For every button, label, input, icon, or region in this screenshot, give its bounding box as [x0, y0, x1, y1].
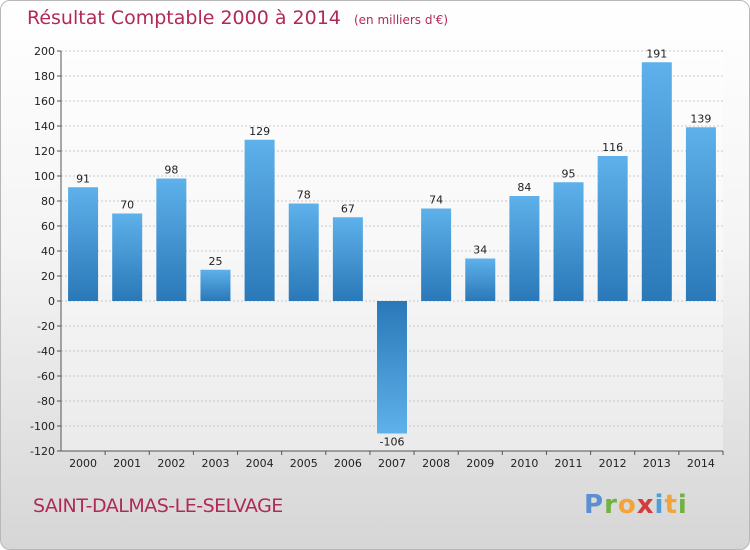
- y-tick-label: -20: [37, 320, 55, 333]
- data-label: 70: [120, 199, 134, 212]
- x-tick-label: 2001: [113, 457, 141, 470]
- bar: [641, 62, 672, 301]
- data-label: 116: [602, 141, 623, 154]
- data-label: 67: [341, 202, 355, 215]
- bar: [465, 258, 496, 301]
- data-label: 74: [429, 194, 443, 207]
- x-tick-label: 2014: [687, 457, 715, 470]
- bar: [112, 213, 143, 301]
- y-tick-label: 180: [34, 70, 55, 83]
- y-tick-label: -80: [37, 395, 55, 408]
- y-tick-label: -120: [30, 445, 55, 458]
- y-tick-label: 120: [34, 145, 55, 158]
- y-tick-label: 40: [41, 245, 55, 258]
- x-tick-label: 2000: [69, 457, 97, 470]
- bar: [377, 301, 407, 434]
- x-tick-label: 2007: [378, 457, 406, 470]
- data-label: 129: [249, 125, 270, 138]
- title-row: Résultat Comptable 2000 à 2014 (en milli…: [27, 7, 448, 29]
- x-tick-label: 2011: [555, 457, 583, 470]
- bar: [421, 208, 452, 301]
- bar: [288, 203, 319, 301]
- data-label: 25: [208, 255, 222, 268]
- y-tick-label: 100: [34, 170, 55, 183]
- bar: [553, 182, 584, 301]
- data-label: 98: [164, 164, 178, 177]
- x-tick-label: 2010: [510, 457, 538, 470]
- bar: [244, 139, 275, 301]
- x-tick-label: 2006: [334, 457, 362, 470]
- data-label: 78: [297, 189, 311, 202]
- y-tick-label: -100: [30, 420, 55, 433]
- y-tick-label: 0: [48, 295, 55, 308]
- y-tick-label: 20: [41, 270, 55, 283]
- data-label: 91: [76, 172, 90, 185]
- x-tick-label: 2005: [290, 457, 318, 470]
- bar: [509, 196, 540, 301]
- data-label: 34: [473, 244, 487, 257]
- x-tick-label: 2012: [599, 457, 627, 470]
- chart-subtitle: (en milliers d'€): [353, 13, 449, 27]
- data-label: 191: [646, 47, 667, 60]
- x-tick-label: 2003: [201, 457, 229, 470]
- bar: [200, 269, 231, 301]
- y-tick-label: 80: [41, 195, 55, 208]
- x-tick-label: 2009: [466, 457, 494, 470]
- x-tick-label: 2004: [246, 457, 274, 470]
- bar: [156, 178, 187, 301]
- bar: [332, 217, 363, 301]
- y-tick-label: -60: [37, 370, 55, 383]
- data-label: 84: [517, 181, 531, 194]
- x-tick-label: 2002: [157, 457, 185, 470]
- data-label: -106: [380, 436, 405, 449]
- x-tick-label: 2008: [422, 457, 450, 470]
- bar: [685, 127, 716, 301]
- y-tick-label: -40: [37, 345, 55, 358]
- data-label: 95: [562, 167, 576, 180]
- bar: [68, 187, 99, 301]
- y-tick-label: 160: [34, 95, 55, 108]
- chart-title: Résultat Comptable 2000 à 2014: [27, 7, 341, 29]
- proxiti-logo[interactable]: Proxiti: [584, 490, 688, 520]
- x-tick-label: 2013: [643, 457, 671, 470]
- y-tick-label: 140: [34, 120, 55, 133]
- y-tick-label: 60: [41, 220, 55, 233]
- y-tick-label: 200: [34, 45, 55, 58]
- bar: [597, 156, 628, 301]
- commune-name: SAINT-DALMAS-LE-SELVAGE: [33, 495, 283, 517]
- data-label: 139: [690, 112, 711, 125]
